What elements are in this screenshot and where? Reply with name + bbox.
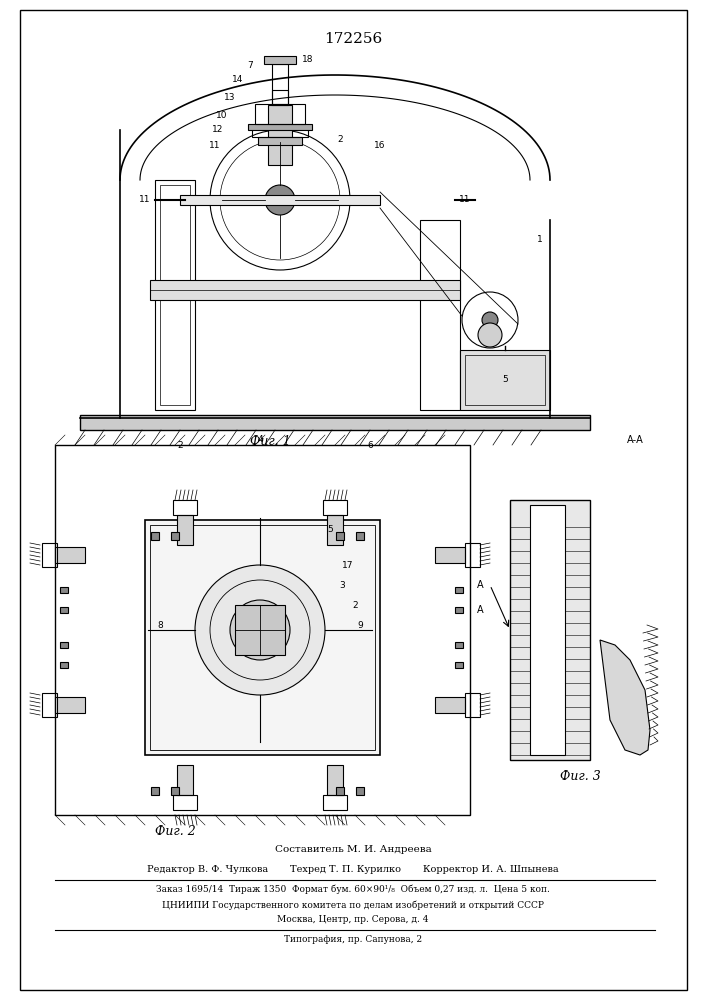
Circle shape — [478, 323, 502, 347]
Text: 10: 10 — [216, 110, 228, 119]
Bar — [180, 195, 380, 205]
Text: 8: 8 — [157, 620, 163, 630]
Bar — [60, 587, 68, 593]
Bar — [177, 515, 193, 545]
Text: 6: 6 — [367, 440, 373, 450]
Text: 18: 18 — [303, 55, 314, 64]
Text: Составитель М. И. Андреева: Составитель М. И. Андреева — [274, 845, 431, 854]
Bar — [356, 787, 364, 795]
Text: 14: 14 — [233, 76, 244, 85]
Bar — [323, 795, 347, 810]
Text: 12: 12 — [212, 125, 223, 134]
Circle shape — [482, 312, 498, 328]
Bar — [155, 180, 195, 410]
Bar — [160, 185, 190, 405]
Bar — [55, 697, 85, 713]
Bar — [336, 787, 344, 795]
Bar — [268, 105, 292, 165]
Text: 16: 16 — [374, 140, 386, 149]
Text: А: А — [477, 605, 484, 615]
Text: 2: 2 — [177, 440, 183, 450]
Bar — [60, 662, 68, 668]
Circle shape — [265, 185, 295, 215]
Text: Москва, Центр, пр. Серова, д. 4: Москва, Центр, пр. Серова, д. 4 — [277, 915, 428, 924]
Bar — [258, 137, 302, 145]
Bar — [264, 56, 296, 64]
Bar — [465, 355, 545, 405]
Text: 5: 5 — [502, 375, 508, 384]
Text: 11: 11 — [139, 196, 151, 205]
Bar — [336, 532, 344, 540]
Bar — [272, 64, 288, 104]
Bar — [171, 532, 179, 540]
Bar — [455, 662, 463, 668]
Text: А-А: А-А — [626, 435, 643, 445]
Bar — [42, 543, 57, 567]
Bar — [327, 765, 343, 795]
Text: 4: 4 — [257, 436, 263, 444]
Text: 2: 2 — [352, 600, 358, 609]
Bar — [151, 532, 159, 540]
Bar — [530, 505, 565, 755]
Text: Типография, пр. Сапунова, 2: Типография, пр. Сапунова, 2 — [284, 935, 422, 944]
Bar — [252, 129, 308, 137]
Bar — [420, 220, 460, 410]
Text: ЦНИИПИ Государственного комитета по делам изобретений и открытий СССР: ЦНИИПИ Государственного комитета по дела… — [162, 900, 544, 910]
Text: 11: 11 — [460, 196, 471, 205]
Text: 2: 2 — [337, 135, 343, 144]
Bar — [272, 90, 288, 105]
Bar — [150, 525, 375, 750]
Text: 172256: 172256 — [324, 32, 382, 46]
Text: 5: 5 — [327, 526, 333, 534]
Bar — [510, 500, 590, 760]
Text: 3: 3 — [339, 580, 345, 589]
Bar — [80, 415, 590, 430]
Text: 17: 17 — [342, 560, 354, 570]
Bar — [177, 765, 193, 795]
Polygon shape — [600, 640, 650, 755]
Bar — [150, 280, 460, 300]
Bar — [248, 124, 312, 130]
Bar — [323, 500, 347, 515]
Text: Редактор В. Ф. Чулкова       Техред Т. П. Курилко       Корректор И. А. Шпынева: Редактор В. Ф. Чулкова Техред Т. П. Кури… — [147, 865, 559, 874]
Bar — [327, 515, 343, 545]
Bar — [60, 607, 68, 613]
Bar — [455, 607, 463, 613]
Circle shape — [230, 600, 290, 660]
Bar — [435, 547, 465, 563]
Circle shape — [195, 565, 325, 695]
Bar — [465, 543, 480, 567]
Bar — [356, 532, 364, 540]
Text: 13: 13 — [224, 94, 235, 103]
Bar — [151, 787, 159, 795]
Text: 9: 9 — [357, 620, 363, 630]
Text: Фиг. 1: Фиг. 1 — [250, 435, 291, 448]
Bar — [55, 547, 85, 563]
Text: Фиг. 3: Фиг. 3 — [560, 770, 600, 783]
Bar — [235, 605, 285, 655]
Bar — [171, 787, 179, 795]
Text: Заказ 1695/14  Тираж 1350  Формат бум. 60×90¹/₈  Объем 0,27 изд. л.  Цена 5 коп.: Заказ 1695/14 Тираж 1350 Формат бум. 60×… — [156, 885, 550, 894]
Bar — [455, 642, 463, 648]
Bar — [55, 445, 470, 815]
Bar — [60, 642, 68, 648]
Bar — [465, 693, 480, 717]
Text: 11: 11 — [209, 140, 221, 149]
Text: 1: 1 — [537, 235, 543, 244]
Text: 7: 7 — [247, 62, 253, 70]
Text: А: А — [477, 580, 484, 590]
Bar — [42, 693, 57, 717]
Bar — [173, 500, 197, 515]
Bar — [460, 350, 550, 410]
Bar — [255, 104, 305, 124]
Text: Фиг. 2: Фиг. 2 — [155, 825, 195, 838]
Bar — [435, 697, 465, 713]
Bar — [455, 587, 463, 593]
Bar — [145, 520, 380, 755]
Bar — [173, 795, 197, 810]
